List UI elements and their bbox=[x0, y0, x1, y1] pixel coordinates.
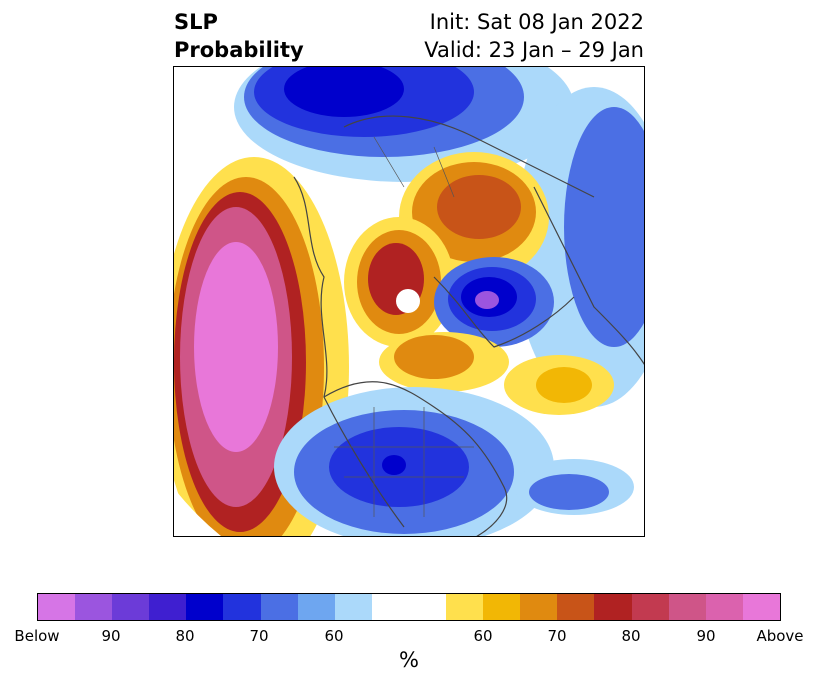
se-low-70 bbox=[529, 474, 609, 510]
title-line-1: SLP bbox=[174, 10, 218, 34]
colorbar-cell bbox=[594, 594, 632, 620]
colorbar-cell bbox=[520, 594, 558, 620]
map-title: SLP Probability bbox=[174, 8, 304, 64]
colorbar-cell bbox=[705, 594, 743, 620]
title-line-2: Probability bbox=[174, 38, 304, 62]
pacific-high-above bbox=[194, 242, 278, 452]
valid-date-range: Valid: 23 Jan – 29 Jan bbox=[424, 38, 644, 62]
colorbar-tick-below: Below bbox=[14, 627, 60, 645]
colorbar-cell bbox=[149, 594, 187, 620]
colorbar-tick-below-60: 60 bbox=[324, 627, 344, 645]
coastlines bbox=[293, 115, 644, 536]
colorbar-cell bbox=[371, 594, 409, 620]
asia-low-below bbox=[475, 291, 499, 309]
siberia-high-75 bbox=[437, 175, 521, 239]
probability-map bbox=[173, 66, 645, 537]
colorbar-cell bbox=[408, 594, 447, 620]
colorbar-tick-below-80: 80 bbox=[175, 627, 195, 645]
colorbar-cell bbox=[631, 594, 669, 620]
colorbar-cell bbox=[557, 594, 595, 620]
colorbar-cell bbox=[742, 594, 780, 620]
colorbar-cell bbox=[483, 594, 521, 620]
namerica-low-90 bbox=[382, 455, 406, 475]
colorbar-cell bbox=[38, 594, 76, 620]
polar-ring-70 bbox=[394, 335, 474, 379]
colorbar-cell bbox=[223, 594, 261, 620]
colorbar-tick-above-60: 60 bbox=[473, 627, 493, 645]
colorbar-tick-above-70: 70 bbox=[547, 627, 567, 645]
colorbar-unit-label: % bbox=[399, 648, 419, 672]
colorbar-cell bbox=[75, 594, 113, 620]
colorbar-cell bbox=[112, 594, 150, 620]
map-canvas bbox=[174, 67, 644, 536]
colorbar-cell bbox=[297, 594, 335, 620]
colorbar-cell bbox=[446, 594, 484, 620]
init-date: Init: Sat 08 Jan 2022 bbox=[429, 10, 644, 34]
colorbar bbox=[37, 593, 781, 621]
colorbar-tick-above-80: 80 bbox=[621, 627, 641, 645]
colorbar-tick-below-70: 70 bbox=[249, 627, 269, 645]
wpac-high-65 bbox=[536, 367, 592, 403]
forecast-dates: Init: Sat 08 Jan 2022 Valid: 23 Jan – 29… bbox=[424, 8, 644, 64]
colorbar-cell bbox=[186, 594, 224, 620]
borders bbox=[334, 136, 474, 517]
colorbar-tick-above-90: 90 bbox=[696, 627, 716, 645]
colorbar-tick-above: Above bbox=[756, 627, 804, 645]
north-pole-marker bbox=[396, 289, 420, 313]
colorbar-cell bbox=[668, 594, 706, 620]
colorbar-cell bbox=[334, 594, 372, 620]
colorbar-cell bbox=[260, 594, 298, 620]
north-low-90 bbox=[284, 67, 404, 117]
colorbar-tick-below-90: 90 bbox=[101, 627, 121, 645]
east-low-70 bbox=[564, 107, 644, 347]
